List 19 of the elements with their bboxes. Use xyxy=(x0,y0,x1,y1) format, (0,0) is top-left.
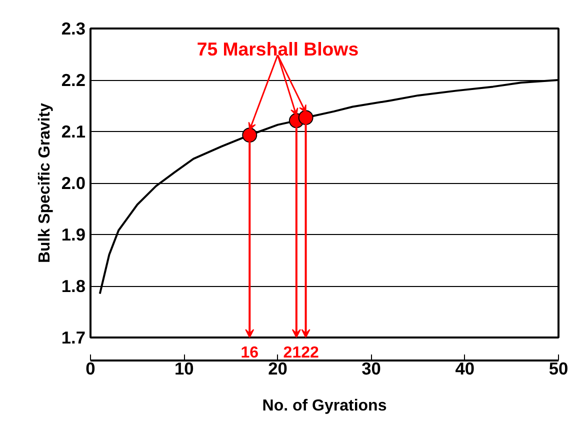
x-axis-title: No. of Gyrations xyxy=(262,398,387,414)
x-tick-label: 0 xyxy=(86,358,96,378)
x-tick-label: 30 xyxy=(362,358,381,378)
y-tick-label: 1.9 xyxy=(61,224,86,244)
y-tick-label: 1.7 xyxy=(61,328,86,348)
y-tick-label: 2.2 xyxy=(61,70,86,90)
x-tick-label: 50 xyxy=(548,358,568,378)
annotation: 75 Marshall Blows xyxy=(196,38,359,60)
y-tick-label: 2.0 xyxy=(61,173,86,193)
x-tick-label: 40 xyxy=(455,358,475,378)
y-axis-title: Bulk Specific Gravity xyxy=(36,102,54,264)
y-tick-label: 2.3 xyxy=(61,18,86,38)
text: 21 xyxy=(283,344,302,362)
y-tick-label: 2.1 xyxy=(61,122,86,142)
text: 16 xyxy=(240,344,259,362)
text: 22 xyxy=(301,344,319,362)
y-tick-label: 1.8 xyxy=(61,276,86,296)
x-tick-label: 20 xyxy=(268,358,288,378)
x-tick-label: 10 xyxy=(174,358,194,378)
